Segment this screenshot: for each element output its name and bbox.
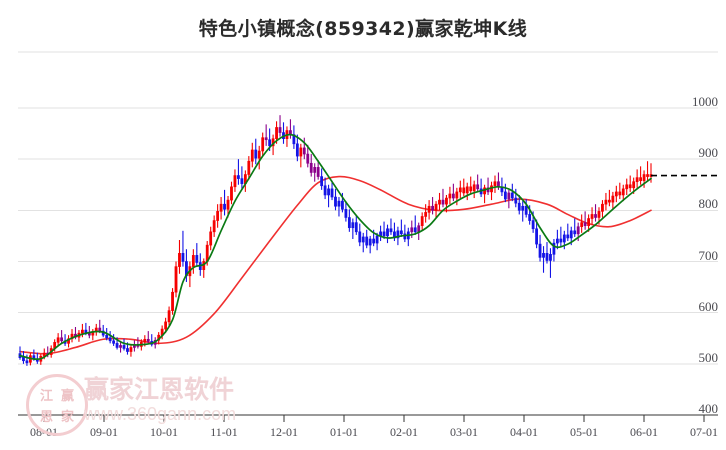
y-axis-tick-label: 500 (698, 349, 719, 365)
candlestick-series (18, 115, 653, 366)
ma-short-line (19, 133, 652, 361)
x-axis-tick-label: 12-01 (270, 425, 298, 439)
x-axis-tick-label: 01-01 (330, 425, 358, 439)
y-axis-tick-label: 400 (698, 401, 719, 416)
axis-ticks (43, 415, 705, 422)
x-axis-tick-label: 10-01 (150, 425, 178, 439)
x-axis-tick-label: 08-01 (30, 425, 58, 439)
y-axis-tick-label: 1000 (692, 94, 718, 109)
page-title: 特色小镇概念(859342)赢家乾坤K线 (198, 18, 528, 40)
y-axis-tick-label: 900 (698, 145, 719, 161)
x-axis-tick-label: 03-01 (450, 425, 478, 439)
x-axis-tick-label: 09-01 (90, 425, 118, 439)
y-axis-tick-label: 600 (698, 298, 719, 314)
x-axis-tick-label: 04-01 (510, 425, 538, 439)
x-axis-tick-label: 02-01 (390, 425, 418, 439)
x-axis-tick-label: 07-01 (690, 425, 718, 439)
x-axis-tick-label: 06-01 (630, 425, 658, 439)
x-axis-tick-label: 11-01 (210, 425, 238, 439)
ma-long-line (19, 175, 652, 355)
x-axis-tick-label: 05-01 (570, 425, 598, 439)
y-axis-tick-label: 700 (698, 247, 719, 263)
y-axis-tick-label: 800 (698, 196, 719, 212)
